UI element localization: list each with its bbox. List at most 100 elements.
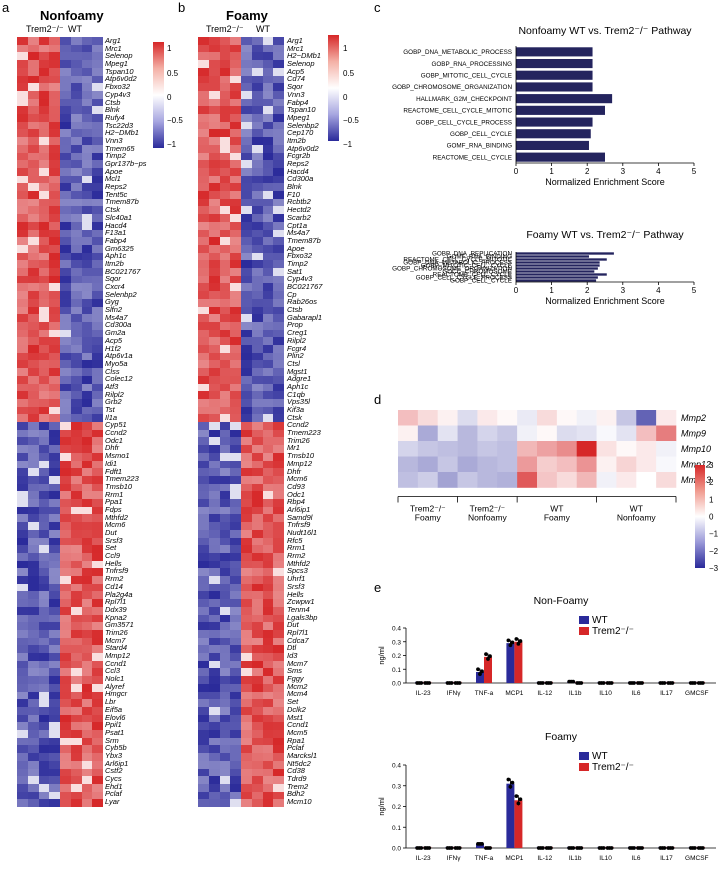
heatmap-cell	[17, 167, 29, 176]
heatmap-cell	[92, 552, 104, 561]
heatmap-cell	[17, 37, 29, 45]
gene-label: Nudt16l1	[287, 528, 318, 537]
heatmap-cell	[241, 191, 253, 199]
heatmap-cell	[262, 452, 274, 461]
gene-label: BC021767	[287, 282, 323, 291]
cytokine-data-point	[571, 679, 576, 684]
mmp-heatmap-cell	[616, 441, 637, 457]
heatmap-cell	[70, 160, 82, 169]
heatmap-cell	[17, 452, 29, 461]
heatmap-cell	[38, 60, 50, 69]
heatmap-cell	[273, 445, 285, 454]
gene-label: Sqor	[287, 82, 303, 92]
mmp-heatmap-cell	[656, 456, 677, 473]
panel-b-col-trem2: Trem2⁻/⁻	[206, 24, 244, 34]
heatmap-cell	[49, 745, 61, 754]
heatmap-cell	[92, 360, 104, 369]
heatmap-cell	[27, 460, 39, 469]
heatmap-cell	[27, 252, 39, 261]
heatmap-cell	[208, 583, 220, 592]
heatmap-cell	[92, 445, 104, 454]
heatmap-cell	[81, 714, 93, 723]
heatmap-cell	[17, 306, 29, 315]
heatmap-cell	[92, 683, 104, 692]
heatmap-cell	[230, 753, 242, 762]
heatmap-cell	[27, 737, 39, 746]
cytokine-x-label: IL-12	[537, 690, 552, 697]
heatmap-cell	[219, 468, 231, 477]
heatmap-cell	[230, 622, 242, 631]
heatmap-cell	[17, 460, 29, 469]
heatmap-cell	[198, 75, 210, 84]
heatmap-cell	[49, 83, 61, 92]
heatmap-cell	[208, 760, 220, 769]
heatmap-cell	[198, 275, 210, 284]
heatmap-cell	[70, 206, 82, 215]
heatmap-cell	[70, 229, 82, 238]
heatmap-cell	[219, 221, 231, 230]
heatmap-cell	[241, 552, 253, 561]
mmp-colorbar-tick: 1	[709, 495, 714, 504]
heatmap-cell	[273, 791, 285, 800]
heatmap-cell	[92, 545, 104, 554]
cytokine-data-point	[548, 681, 553, 685]
heatmap-cell	[251, 460, 263, 469]
cytokine-x-label: GMCSF	[685, 690, 709, 697]
heatmap-cell	[17, 545, 29, 554]
heatmap-cell	[70, 445, 82, 454]
heatmap-cell	[230, 67, 242, 76]
gene-label: Tmem223	[105, 474, 139, 484]
heatmap-cell	[208, 129, 220, 138]
heatmap-cell	[262, 606, 274, 615]
heatmap-cell	[219, 591, 231, 600]
gene-label: Apoe	[287, 243, 305, 253]
heatmap-cell	[198, 160, 210, 169]
heatmap-cell	[251, 44, 263, 53]
heatmap-cell	[208, 329, 220, 338]
mmp-heatmap-cell	[616, 472, 637, 488]
heatmap-cell	[92, 244, 104, 253]
heatmap-cell	[241, 90, 253, 99]
heatmap-cell	[17, 183, 29, 192]
heatmap-cell	[17, 345, 29, 353]
heatmap-cell	[70, 737, 82, 746]
heatmap-cell	[241, 214, 253, 223]
heatmap-cell	[208, 206, 220, 215]
heatmap-cell	[198, 560, 210, 569]
heatmap-cell	[219, 198, 231, 207]
heatmap-cell	[241, 437, 253, 446]
gene-label: Atf3	[105, 381, 119, 391]
heatmap-cell	[262, 229, 274, 238]
mmp-heatmap-cell	[398, 425, 419, 442]
heatmap-cell	[219, 152, 231, 161]
cytokine-data-point	[449, 681, 454, 685]
pathway-bar	[516, 267, 598, 270]
heatmap-cell	[198, 622, 210, 631]
pathway-bar	[516, 270, 595, 273]
heatmap-cell	[241, 306, 253, 315]
heatmap-cell	[198, 468, 210, 477]
heatmap-cell	[17, 160, 29, 169]
gene-label: Set	[105, 543, 117, 553]
heatmap-cell	[60, 691, 72, 700]
heatmap-cell	[70, 783, 82, 792]
heatmap-cell	[219, 437, 231, 446]
gene-label: Pclaf	[105, 789, 122, 799]
heatmap-cell	[241, 37, 253, 45]
heatmap-cell	[92, 437, 104, 446]
heatmap-cell	[230, 260, 242, 269]
heatmap-cell	[241, 44, 253, 53]
heatmap-cell	[49, 229, 61, 238]
heatmap-cell	[241, 183, 253, 192]
heatmap-cell	[81, 576, 93, 584]
heatmap-cell	[70, 760, 82, 769]
heatmap-cell	[17, 591, 29, 600]
heatmap-cell	[241, 537, 253, 546]
heatmap-cell	[60, 676, 72, 685]
gene-label: Myo5a	[105, 358, 128, 368]
heatmap-cell	[70, 375, 82, 384]
heatmap-cell	[38, 221, 50, 230]
heatmap-cell	[198, 360, 210, 369]
heatmap-cell	[208, 144, 220, 153]
heatmap-cell	[208, 383, 220, 392]
